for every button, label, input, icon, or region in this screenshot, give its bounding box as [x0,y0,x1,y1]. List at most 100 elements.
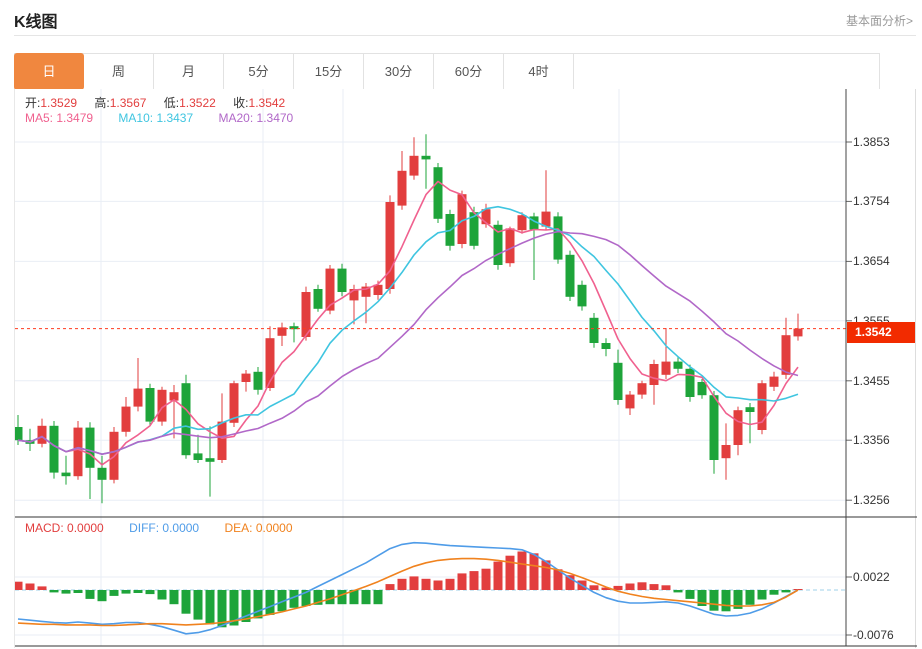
price-tick-2: 1.3754 [853,194,890,208]
macd-bar [385,584,395,590]
macd-bar [133,590,143,593]
candle-body [541,211,551,227]
candle-body [553,216,563,260]
candle-body [301,292,311,337]
candle-body [133,388,143,407]
candle-body [673,361,683,369]
candle-body [205,458,215,462]
candle-body [289,326,299,330]
macd-bar [361,590,371,605]
current-price-badge: 1.3542 [847,322,915,343]
macd-bar [745,590,755,605]
candle-body [421,155,431,160]
candle-body [397,170,407,206]
candle-body [217,421,227,460]
candle-body [337,268,347,292]
macd-bar [169,590,179,605]
macd-bar [793,589,803,590]
candle-body [37,425,47,444]
candle-body [793,328,803,337]
macd-bar [145,590,155,595]
tab-30min[interactable]: 30分 [364,54,434,89]
candle-body [457,194,467,244]
dea-line [17,557,799,627]
ma-legend: MA5: 1.3479 MA10: 1.3437 MA20: 1.3470 [25,111,315,125]
candle-body [361,286,371,297]
candle-body [613,362,623,400]
macd-bar [733,590,743,609]
macd-tick-1: 0.0022 [853,570,890,584]
macd-bar [409,576,419,590]
candle-body [313,289,323,309]
macd-bar [73,590,83,593]
ma5-line [17,180,799,466]
ma10-label: MA10: [118,111,154,125]
fundamental-analysis-link[interactable]: 基本面分析> [845,14,913,28]
tab-day[interactable]: 日 [14,53,84,90]
kline-chart-canvas[interactable] [15,89,917,648]
macd-bar [313,590,323,605]
open-value: 1.3529 [40,96,78,110]
candle-body [121,406,131,432]
candle-body [709,395,719,460]
macd-bar [289,590,299,608]
candle-body [241,373,251,382]
macd-bar [229,590,239,626]
macd-bar [109,590,119,596]
candle-body [73,427,83,477]
macd-bar [325,590,335,605]
macd-bar [721,590,731,612]
close-value: 1.3542 [248,96,286,110]
macd-bar [205,590,215,625]
price-tick-7: 1.3256 [853,493,890,507]
macd-bar [25,583,35,590]
price-tick-5: 1.3455 [853,374,890,388]
macd-bar [553,569,563,590]
open-label: 开: [25,96,41,110]
macd-bar [157,590,167,600]
macd-bar [781,590,791,593]
macd-bar [637,582,647,590]
macd-bar [217,590,227,628]
macd-bar [649,584,659,590]
candle-body [757,383,767,430]
macd-bar [565,575,575,590]
macd-bar [337,590,347,605]
low-value: 1.3522 [179,96,216,110]
tab-month[interactable]: 月 [154,54,224,89]
diff-line [17,541,799,635]
diff-value: 0.0000 [162,521,200,535]
candle-body [565,254,575,297]
candle-body [781,335,791,375]
tab-week[interactable]: 周 [84,54,154,89]
candle-body [349,289,359,301]
tab-4hour[interactable]: 4时 [504,54,574,89]
header-divider [14,35,916,36]
ma10-value: 1.3437 [156,111,194,125]
macd-bar [349,590,359,605]
ma20-line [17,230,799,456]
macd-value: 0.0000 [67,521,104,535]
candle-body [277,327,287,336]
tab-5min[interactable]: 5分 [224,54,294,89]
price-tick-1: 1.3853 [853,135,890,149]
macd-bar [601,587,611,590]
page-title: K线图 [14,14,58,31]
candle-body [385,202,395,289]
tab-15min[interactable]: 15分 [294,54,364,89]
tab-60min[interactable]: 60分 [434,54,504,89]
interval-tabbar: 日 周 月 5分 15分 30分 60分 4时 [14,53,880,90]
candle-body [577,284,587,307]
candle-body [433,167,443,219]
candle-body [601,343,611,349]
macd-bar [241,590,251,622]
candle-body [325,268,335,311]
ma5-value: 1.3479 [56,111,94,125]
candle-body [733,410,743,445]
macd-bar [397,578,407,590]
candle-body [637,383,647,395]
price-tick-6: 1.3356 [853,433,890,447]
candle-body [481,209,491,225]
candle-body [373,284,383,295]
candle-body [253,371,263,390]
